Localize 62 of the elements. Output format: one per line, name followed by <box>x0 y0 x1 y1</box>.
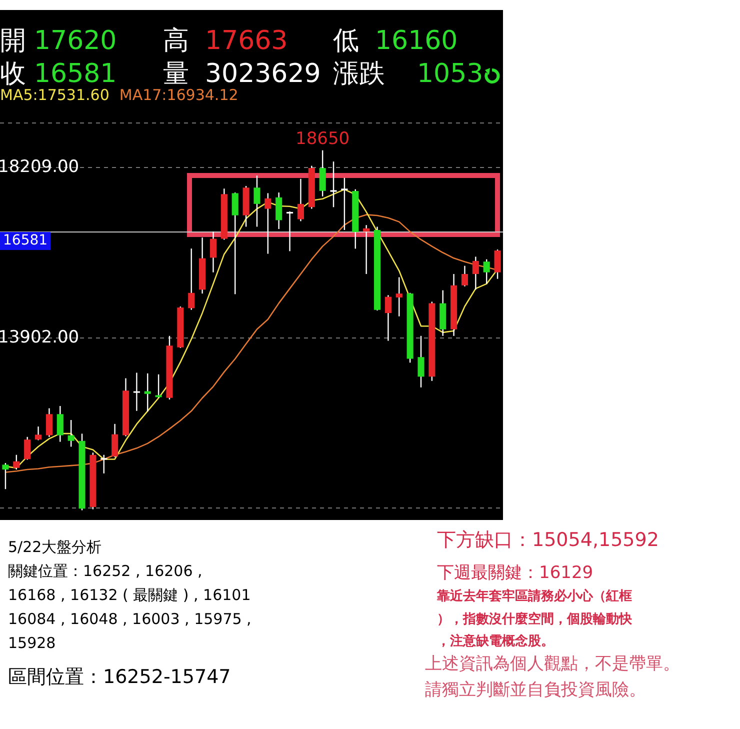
candlestick <box>133 372 140 412</box>
candlestick <box>286 210 294 252</box>
candlestick <box>188 248 195 310</box>
text: 區間位置：16252-15747 <box>8 665 231 690</box>
text: ，注意缺電概念股。 <box>437 632 554 650</box>
candlestick <box>384 294 392 342</box>
text: 高 <box>163 26 189 56</box>
candlestick <box>483 258 490 284</box>
text: 關鍵位置：16252 , 16206 , <box>8 562 202 581</box>
text: 15928 <box>8 634 56 652</box>
text: 收 <box>0 59 26 89</box>
candlestick <box>363 224 370 275</box>
text: 開 <box>0 26 26 56</box>
text: 量 <box>163 59 189 89</box>
text: 低 <box>333 26 359 56</box>
text: MA17:16934.12 <box>119 86 238 104</box>
text: 17620 <box>34 26 117 56</box>
candlestick <box>418 335 424 388</box>
text: 16160 <box>375 26 458 56</box>
candlestick <box>330 160 337 208</box>
ref-line-label: 16581 <box>3 232 48 249</box>
candlestick <box>264 192 272 254</box>
candlestick <box>472 256 479 290</box>
candlestick <box>461 265 468 287</box>
candlestick <box>297 178 304 222</box>
candlestick <box>144 372 151 412</box>
text: 靠近去年套牢區請務必小心（紅框 <box>437 588 632 605</box>
candlestick <box>494 248 501 280</box>
text: 16168 , 16132 ( 最關鍵 ) , 16101 <box>8 586 251 605</box>
candlestick <box>276 192 282 230</box>
text: 請獨立判斷並自負投資風險。 <box>425 679 646 701</box>
candlestick <box>13 454 20 470</box>
candlestick <box>155 374 162 398</box>
candlestick <box>56 405 64 442</box>
text: 下週最關鍵：16129 <box>437 562 594 584</box>
candlestick <box>24 436 31 460</box>
text: 1053 <box>417 59 484 89</box>
text: 16084 , 16048 , 16003 , 15975 , <box>8 610 252 628</box>
y-tick-label: 18209.00 <box>0 157 80 178</box>
text: MA5:17531.60 <box>0 86 110 104</box>
text: 5/22大盤分析 <box>8 538 102 557</box>
candlestick <box>210 231 217 273</box>
text: ），指數沒什麼空間，個股輪動快 <box>437 610 632 628</box>
candlestick <box>34 426 42 441</box>
candlestick <box>254 174 260 228</box>
candlestick <box>232 192 238 295</box>
candlestick <box>396 276 402 317</box>
text: 16581 <box>34 59 117 89</box>
candlestick <box>341 177 348 231</box>
y-tick-label: 13902.00 <box>0 327 80 348</box>
candlestick <box>100 454 108 474</box>
candlestick <box>112 423 118 458</box>
candlestick <box>2 462 9 490</box>
text: 上述資訊為個人觀點，不是帶單。 <box>425 653 680 675</box>
annotation: 18650 <box>296 129 350 150</box>
text: 17663 <box>205 26 288 56</box>
candlestick <box>319 150 326 198</box>
text: 3023629 <box>205 59 321 89</box>
text: 漲跌 <box>333 59 385 89</box>
candlestick <box>68 419 74 448</box>
candlestick <box>46 408 52 438</box>
text: 下方缺口：15054,15592 <box>437 528 659 553</box>
